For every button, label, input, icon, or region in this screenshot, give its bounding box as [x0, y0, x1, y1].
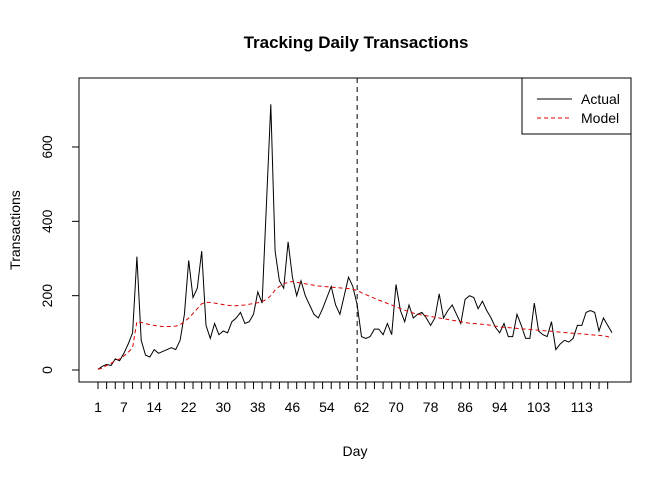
y-tick-label: 200: [39, 284, 55, 308]
x-tick-label: 86: [457, 399, 473, 415]
legend-label-actual: Actual: [581, 91, 620, 107]
chart-title: Tracking Daily Transactions: [244, 33, 469, 52]
series-line-model: [97, 280, 613, 370]
x-tick-label: 70: [388, 399, 404, 415]
y-axis-label: Transactions: [7, 190, 23, 270]
y-tick-label: 400: [39, 209, 55, 233]
x-axis: 1 7 14 22 30 38 46 54 62 70 78 86 94 103 113: [94, 381, 609, 415]
x-tick-label: 1: [94, 399, 102, 415]
y-axis: 0 200 400 600: [39, 135, 80, 374]
x-tick-label: 22: [181, 399, 197, 415]
x-tick-label: 78: [423, 399, 439, 415]
x-tick-label: 113: [571, 399, 594, 415]
x-tick-label: 103: [527, 399, 551, 415]
legend-box: [521, 77, 632, 135]
x-tick-label: 46: [285, 399, 301, 415]
series-line-actual: [97, 104, 613, 370]
x-tick-label: 38: [250, 399, 266, 415]
x-tick-label: 62: [354, 399, 370, 415]
x-tick-label: 94: [492, 399, 508, 415]
y-tick-label: 0: [39, 366, 55, 374]
x-tick-label: 54: [319, 399, 335, 415]
x-tick-label: 14: [146, 399, 162, 415]
x-tick-label: 7: [120, 399, 128, 415]
x-tick-label: 30: [215, 399, 231, 415]
series-layer: [97, 104, 613, 370]
x-axis-label: Day: [343, 443, 368, 459]
legend: Actual Model: [521, 77, 632, 135]
y-tick-label: 600: [39, 135, 55, 159]
legend-label-model: Model: [581, 110, 619, 126]
